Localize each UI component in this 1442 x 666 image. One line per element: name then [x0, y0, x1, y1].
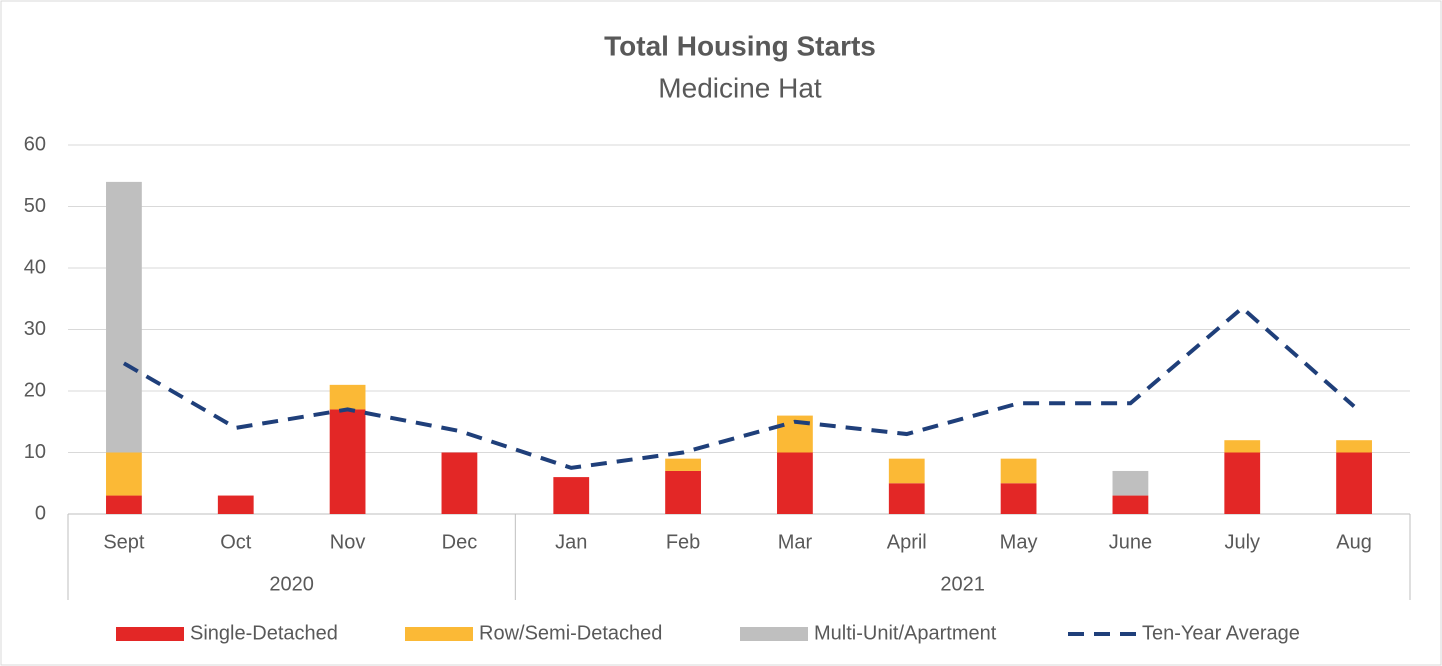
bar	[1000, 458, 1037, 484]
y-tick-label: 40	[24, 256, 46, 278]
bar	[1224, 440, 1261, 453]
x-tick-label: Mar	[778, 531, 813, 553]
bar	[329, 384, 366, 410]
bar	[888, 458, 925, 484]
chart-title: Total Housing Starts	[604, 30, 876, 61]
y-tick-label: 50	[24, 195, 46, 217]
bar	[1112, 470, 1149, 496]
legend-swatch	[116, 627, 184, 641]
x-tick-label: June	[1109, 531, 1152, 553]
bar	[1224, 452, 1261, 514]
y-tick-label: 10	[24, 441, 46, 463]
y-tick-label: 20	[24, 379, 46, 401]
x-tick-label: May	[1000, 531, 1038, 553]
bar	[106, 452, 142, 496]
legend-label: Ten-Year Average	[1142, 622, 1300, 644]
bar	[553, 477, 590, 514]
bar	[665, 458, 701, 471]
x-tick-label: Dec	[442, 531, 478, 553]
x-tick-label: Feb	[666, 531, 700, 553]
bar	[441, 452, 478, 514]
legend-label: Row/Semi-Detached	[479, 622, 662, 644]
x-tick-label: April	[887, 531, 927, 553]
legend-label: Single-Detached	[190, 622, 338, 644]
y-tick-label: 60	[24, 133, 46, 155]
bar	[1112, 495, 1149, 514]
x-tick-label: Nov	[330, 531, 366, 553]
chart-subtitle: Medicine Hat	[658, 72, 822, 103]
bar	[1336, 440, 1372, 453]
y-tick-label: 0	[35, 502, 46, 524]
bar	[888, 483, 925, 514]
group-label: 2021	[940, 573, 985, 595]
average-line	[122, 305, 1356, 470]
y-tick-label: 30	[24, 318, 46, 340]
bar	[1336, 452, 1372, 514]
x-tick-label: Aug	[1336, 531, 1372, 553]
legend-swatch	[405, 627, 473, 641]
bar	[329, 409, 366, 514]
bar	[665, 470, 701, 514]
bar	[106, 181, 142, 453]
group-label: 2020	[269, 573, 314, 595]
x-tick-label: Oct	[220, 531, 252, 553]
x-tick-label: July	[1224, 531, 1260, 553]
legend-label: Multi-Unit/Apartment	[814, 622, 997, 644]
x-tick-label: Sept	[103, 531, 145, 553]
legend-swatch	[740, 627, 808, 641]
bar	[777, 452, 813, 514]
x-tick-label: Jan	[555, 531, 587, 553]
bar	[106, 495, 142, 514]
bar	[1000, 483, 1037, 514]
bar	[217, 495, 254, 514]
